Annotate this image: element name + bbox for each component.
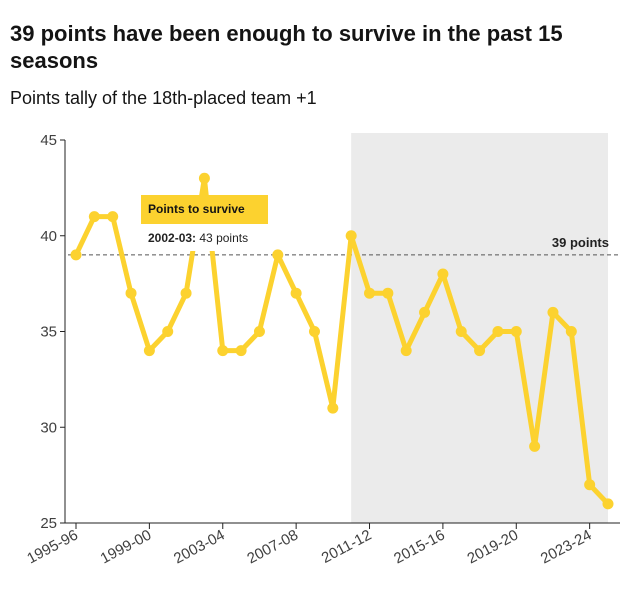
- y-tick-label: 40: [40, 228, 57, 245]
- x-tick-label: 2023-24: [538, 527, 595, 568]
- tooltip-season: 2002-03:: [148, 231, 196, 245]
- data-point-2019-20[interactable]: [510, 326, 522, 337]
- data-point-2002-03[interactable]: [198, 172, 210, 184]
- data-point-2015-16[interactable]: [437, 268, 449, 280]
- data-point-1996-97[interactable]: [88, 211, 100, 223]
- data-point-2023-24[interactable]: [584, 479, 596, 491]
- data-point-1998-99[interactable]: [125, 287, 137, 299]
- chart-title: 39 points have been enough to survive in…: [10, 21, 563, 73]
- data-point-2008-09[interactable]: [308, 326, 320, 337]
- data-point-2004-05[interactable]: [235, 345, 247, 357]
- y-tick-label: 35: [40, 324, 57, 341]
- data-point-2003-04[interactable]: [217, 345, 229, 357]
- x-tick-label: 2015-16: [391, 527, 448, 568]
- data-point-2013-14[interactable]: [400, 345, 412, 357]
- x-tick-label: 1999-00: [98, 527, 155, 568]
- data-point-2006-07[interactable]: [272, 249, 284, 261]
- data-point-2016-17[interactable]: [455, 326, 467, 337]
- tooltip-title: Points to survive: [148, 202, 245, 216]
- tooltip-header: [141, 195, 268, 224]
- data-point-2012-13[interactable]: [382, 287, 394, 299]
- data-point-2017-18[interactable]: [474, 345, 486, 357]
- y-tick-label: 45: [40, 132, 57, 149]
- x-tick-label: 2011-12: [319, 527, 375, 567]
- data-point-2007-08[interactable]: [290, 287, 302, 299]
- data-point-2021-22[interactable]: [547, 306, 559, 318]
- y-tick-label: 30: [40, 419, 57, 436]
- x-tick-label: 2003-04: [171, 527, 228, 568]
- data-point-2000-01[interactable]: [162, 326, 174, 337]
- data-point-2011-12[interactable]: [364, 287, 376, 299]
- data-point-2014-15[interactable]: [419, 306, 431, 318]
- data-point-1995-96[interactable]: [70, 249, 82, 261]
- data-point-2020-21[interactable]: [529, 440, 541, 452]
- reference-line-label: 39 points: [552, 235, 609, 250]
- tooltip-body: [141, 224, 268, 251]
- x-tick-label: 2007-08: [244, 527, 301, 568]
- data-point-2018-19[interactable]: [492, 326, 504, 337]
- data-point-2024-25[interactable]: [602, 498, 614, 510]
- data-point-1999-00[interactable]: [143, 345, 155, 357]
- x-tick-label: 2019-20: [465, 527, 522, 568]
- data-point-2022-23[interactable]: [565, 326, 577, 337]
- tooltip-value: 43 points: [196, 231, 248, 245]
- data-point-2005-06[interactable]: [253, 326, 265, 337]
- tooltip-text: 2002-03: 43 points: [148, 231, 248, 245]
- chart-subtitle: Points tally of the 18th-placed team +1: [10, 88, 317, 108]
- data-point-1997-98[interactable]: [107, 211, 119, 223]
- data-point-2010-11[interactable]: [345, 230, 357, 242]
- data-point-2009-10[interactable]: [327, 402, 339, 414]
- y-tick-label: 25: [40, 515, 57, 532]
- x-tick-label: 1995-96: [24, 527, 81, 568]
- data-point-2001-02[interactable]: [180, 287, 192, 299]
